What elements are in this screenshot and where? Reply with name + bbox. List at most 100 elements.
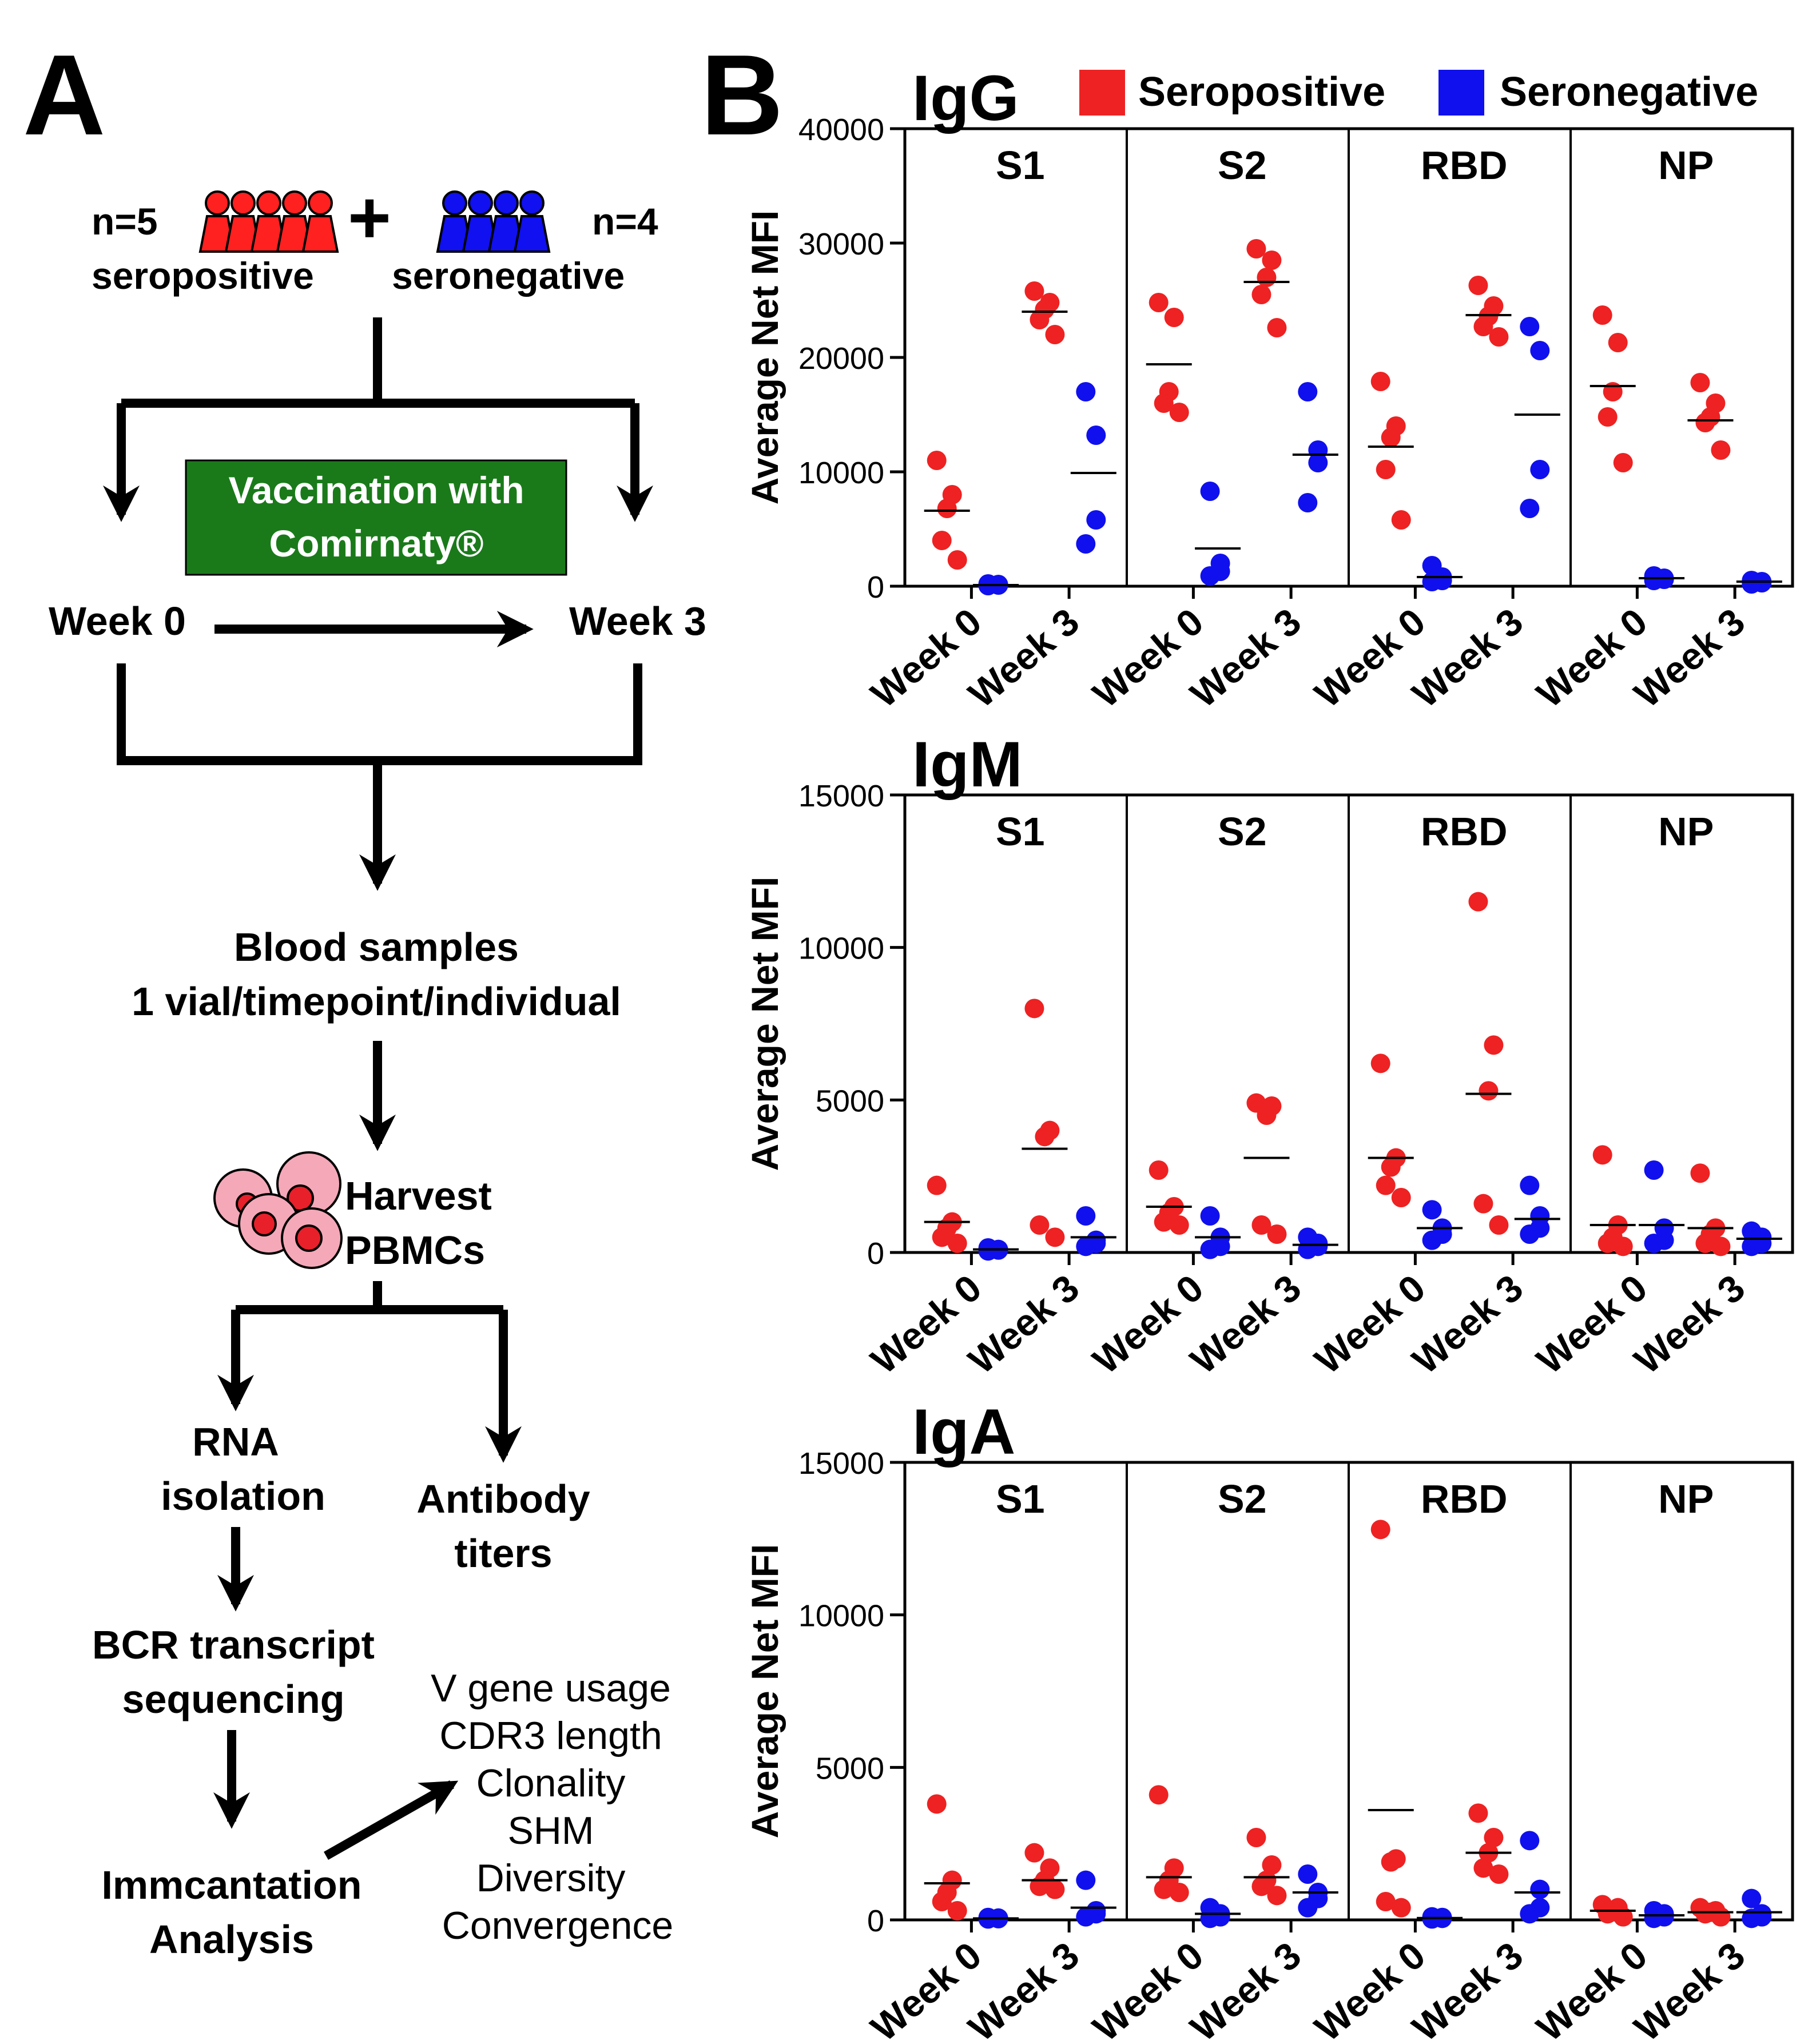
facet-label: NP <box>1658 809 1714 854</box>
data-point-seropositive <box>937 499 957 518</box>
data-point-seropositive <box>1251 1215 1271 1235</box>
rna-line2: isolation <box>161 1474 325 1518</box>
y-tick-label: 0 <box>867 570 884 605</box>
data-point-seronegative <box>1742 1908 1762 1928</box>
data-point-seronegative <box>1200 482 1220 501</box>
data-point-seronegative <box>1076 1907 1096 1927</box>
data-point-seropositive <box>1257 268 1277 287</box>
data-point-seronegative <box>1200 566 1220 586</box>
blood-samples-line2: 1 vial/timepoint/individual <box>132 979 621 1024</box>
chart-title: IgA <box>912 1396 1015 1468</box>
x-tick-label: Week 3 <box>960 1934 1087 2044</box>
data-point-seropositive <box>1035 1127 1055 1147</box>
data-point-seropositive <box>1154 1879 1174 1899</box>
data-point-seropositive <box>947 1234 967 1253</box>
data-point-seronegative <box>1530 1879 1550 1899</box>
legend: Seropositive Seronegative <box>1079 69 1758 116</box>
data-point-seropositive <box>1262 250 1282 270</box>
data-point-seronegative <box>1520 1175 1540 1195</box>
data-point-seropositive <box>1391 1188 1411 1207</box>
data-point-seronegative <box>1530 460 1550 479</box>
facet-label: S2 <box>1218 1477 1267 1521</box>
data-point-seropositive <box>1489 1864 1509 1884</box>
data-point-seropositive <box>1690 1163 1710 1183</box>
data-point-seropositive <box>1711 1907 1731 1927</box>
chart-area: IgG S1 S2 RBD NP 0 10000 20000 30000 40000 Average… <box>744 62 1794 2044</box>
data-point-seropositive <box>1381 428 1401 447</box>
x-tick-label: Week 3 <box>960 600 1087 715</box>
data-point-seropositive <box>1376 1892 1396 1911</box>
data-point-seropositive <box>1267 1224 1287 1244</box>
facet-label: S1 <box>996 143 1045 188</box>
x-tick-label: Week 3 <box>1182 600 1309 715</box>
x-tick-label: Week 0 <box>1307 1266 1433 1382</box>
data-point-seropositive <box>1030 310 1050 329</box>
x-tick-label: Week 0 <box>863 1266 990 1382</box>
split-connector <box>103 317 653 522</box>
facet-label: RBD <box>1421 809 1508 854</box>
data-point-seropositive <box>1251 285 1271 304</box>
data-point-seropositive <box>1489 1215 1509 1235</box>
seronegative-count: n=4 <box>592 200 658 242</box>
data-point-seropositive <box>1164 308 1184 327</box>
data-point-seropositive <box>1154 393 1174 413</box>
data-point-seronegative <box>1086 510 1106 530</box>
data-point-seropositive <box>1468 892 1488 912</box>
data-point-seropositive <box>1376 1175 1396 1195</box>
x-tick-label: Week 3 <box>960 1266 1087 1382</box>
vaccination-box <box>185 459 567 576</box>
x-tick-label: Week 3 <box>1404 1934 1531 2044</box>
facet-label: RBD <box>1421 143 1508 188</box>
x-tick-label: Week 3 <box>1626 1266 1753 1382</box>
y-tick-label: 5000 <box>816 1084 884 1118</box>
y-tick-label: 20000 <box>798 341 884 376</box>
harvest-split-connector <box>217 1281 522 1463</box>
y-tick-label: 15000 <box>798 1446 884 1481</box>
data-point-seronegative <box>1742 1236 1762 1256</box>
data-point-seropositive <box>1711 440 1731 460</box>
chart-title: IgM <box>912 729 1023 800</box>
data-point-seropositive <box>947 1901 967 1920</box>
data-point-seronegative <box>1308 453 1328 472</box>
data-point-seropositive <box>1045 1879 1065 1899</box>
panel-a-workflow: A n=5 seropositive + n=4 seronegative <box>23 31 706 1962</box>
output-item: V gene usage <box>431 1667 671 1710</box>
y-axis-label: Average Net MFI <box>744 210 786 505</box>
data-point-seropositive <box>1149 1785 1169 1805</box>
data-point-seropositive <box>947 550 967 570</box>
data-point-seropositive <box>1468 1803 1488 1823</box>
x-tick-label: Week 3 <box>1626 1934 1753 2044</box>
x-tick-label: Week 0 <box>1085 1266 1211 1382</box>
seronegative-label: seronegative <box>392 254 625 297</box>
vaccination-line1: Vaccination with <box>228 469 524 511</box>
x-tick-label: Week 3 <box>1182 1934 1309 2044</box>
x-tick-label: Week 3 <box>1404 600 1531 715</box>
x-tick-label: Week 0 <box>1529 1266 1655 1382</box>
y-tick-label: 40000 <box>798 113 884 147</box>
data-point-seropositive <box>1257 1105 1277 1125</box>
facet-label: S2 <box>1218 809 1267 854</box>
bcr-line2: sequencing <box>122 1677 345 1721</box>
data-point-seropositive <box>1592 1145 1612 1165</box>
plus-sign: + <box>348 176 391 259</box>
y-axis-label: Average Net MFI <box>744 1544 786 1839</box>
rna-line1: RNA <box>192 1419 279 1464</box>
panel-a-label: A <box>23 31 105 159</box>
data-point-seropositive <box>1024 999 1044 1019</box>
facet-label: NP <box>1658 1477 1714 1521</box>
data-point-seropositive <box>1030 1876 1050 1896</box>
output-item: Convergence <box>442 1904 673 1947</box>
panel-b-antibody-charts: B Seropositive Seronegative IgG S1 S2 RBD NP… <box>701 31 1794 2044</box>
data-point-seropositive <box>932 1227 952 1247</box>
analysis-outputs: V gene usage CDR3 length Clonality SHM D… <box>431 1667 673 1947</box>
antibody-line2: titers <box>454 1531 552 1576</box>
x-tick-label: Week 0 <box>863 600 990 715</box>
data-point-seronegative <box>1520 317 1540 336</box>
vaccination-line2: Comirnaty® <box>269 522 483 564</box>
data-point-seronegative <box>1298 1864 1318 1884</box>
data-point-seronegative <box>1422 572 1442 591</box>
chart-iga: IgA S1 S2 RBD NP 0 5000 10000 15000 Average Net M… <box>744 1396 1794 2044</box>
y-tick-label: 10000 <box>798 932 884 966</box>
data-point-seropositive <box>1479 1081 1499 1101</box>
data-point-seropositive <box>1473 317 1493 336</box>
